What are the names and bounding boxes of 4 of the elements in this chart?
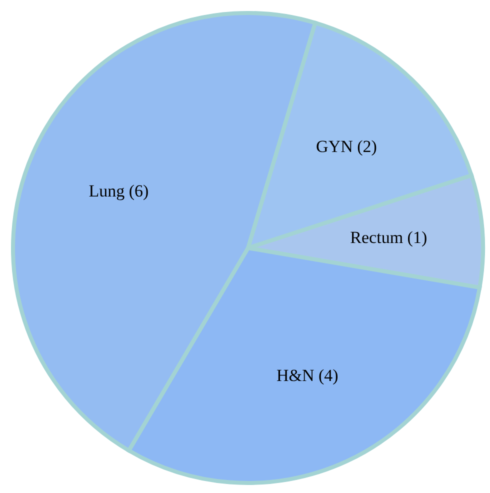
slice-label: GYN (2) — [316, 137, 377, 156]
slice-label: Rectum (1) — [350, 228, 428, 247]
slice-label: Lung (6) — [88, 182, 149, 201]
slice-label: H&N (4) — [276, 366, 338, 385]
